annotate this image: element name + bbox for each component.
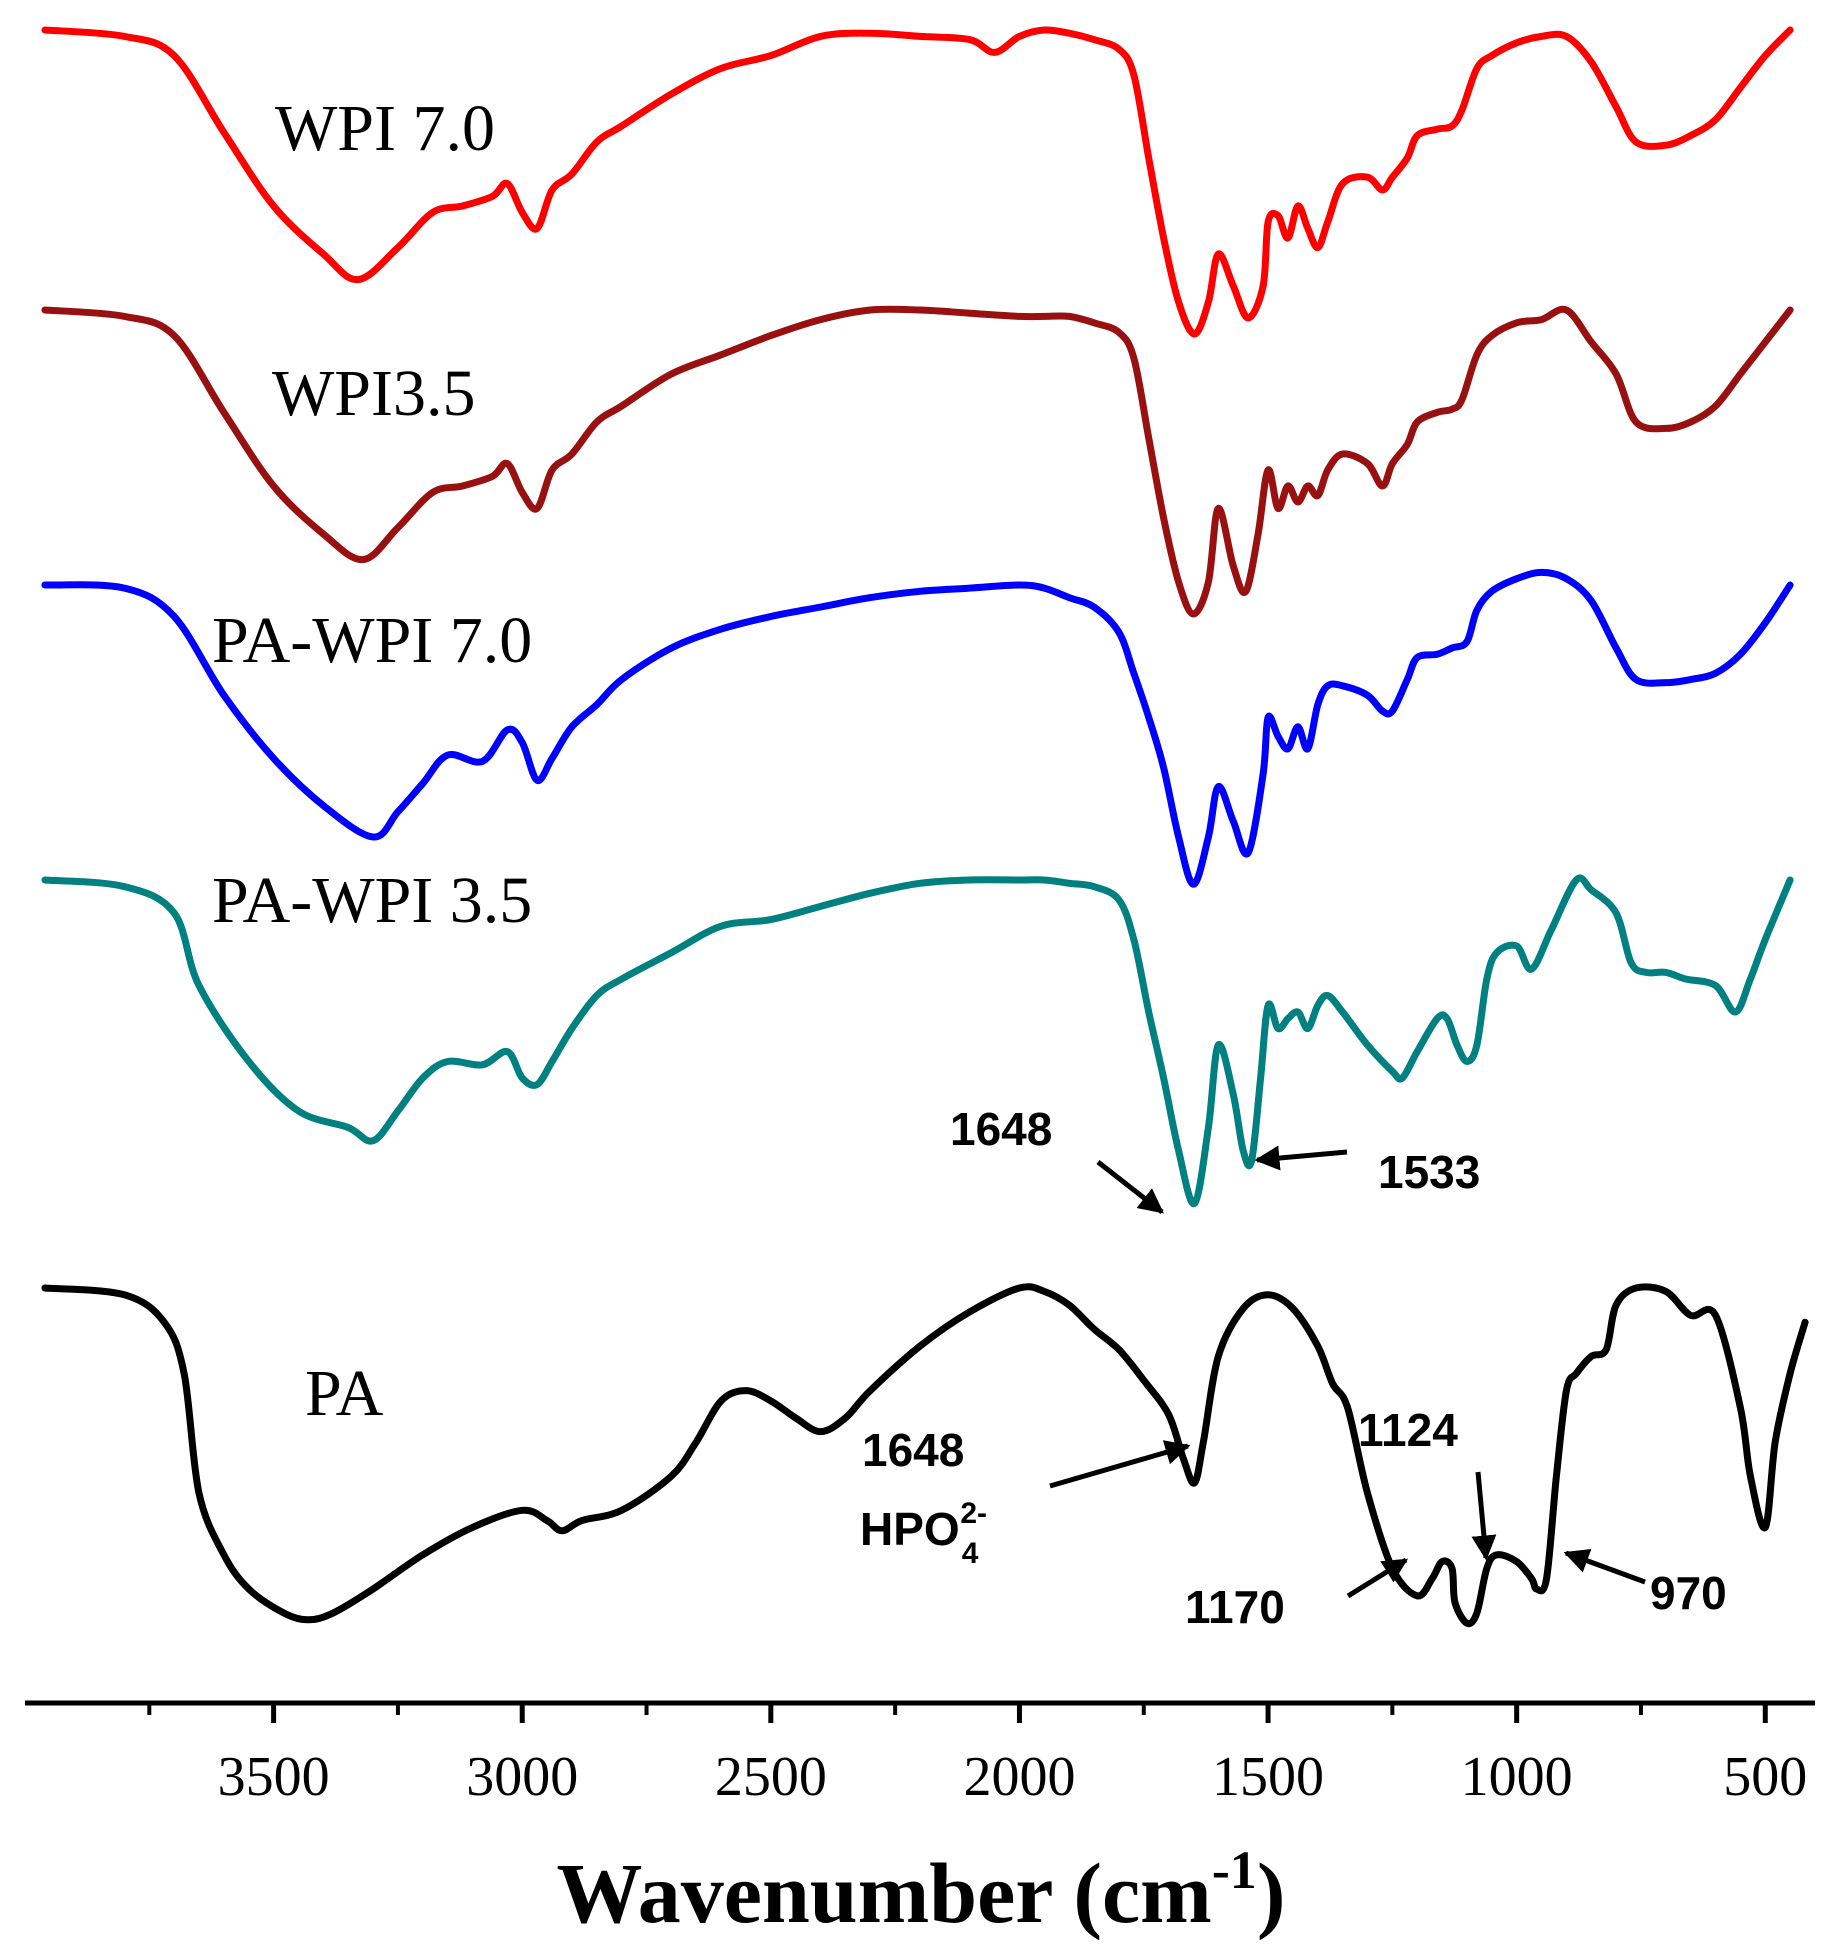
x-tick-label: 3000 <box>466 1746 578 1808</box>
annotation-pa-wpi-3-5-1648-arrow <box>1096 1160 1164 1214</box>
series-label-wpi3-5: WPI3.5 <box>272 357 475 430</box>
x-axis-label: Wavenumber (cm-1) <box>557 1840 1286 1941</box>
annotation-pa-1124-label: 1124 <box>1358 1404 1458 1456</box>
annotation-pa-wpi-3-5-1533-arrow <box>1254 1145 1348 1171</box>
series-label-wpi-7-0: WPI 7.0 <box>275 92 495 165</box>
annotation-pa-wpi-3-5-1533-label: 1533 <box>1378 1146 1480 1198</box>
peak-annotations: 1648 1533 1648 HPO42- 1124 1170 970 <box>860 1103 1727 1633</box>
x-tick-label: 500 <box>1723 1746 1807 1808</box>
series-label-pa-wpi-3-5: PA-WPI 3.5 <box>212 864 532 937</box>
x-axis-label-main: Wavenumber (cm <box>557 1845 1212 1941</box>
x-tick-label: 3500 <box>218 1746 330 1808</box>
series-line-pa-wpi-7-0 <box>41 568 1794 888</box>
series-line-wpi-7-0 <box>41 26 1794 338</box>
annotation-pa-970-label: 970 <box>1650 1567 1727 1619</box>
annotation-pa-wpi-3-5-1648-label: 1648 <box>950 1103 1052 1155</box>
series-label-pa-wpi-7-0: PA-WPI 7.0 <box>212 604 532 677</box>
x-axis-label-close: ) <box>1257 1845 1286 1941</box>
x-tick-label: 1500 <box>1212 1746 1324 1808</box>
annotation-pa-1170-arrow <box>1346 1557 1409 1599</box>
series-labels: WPI 7.0 WPI3.5 PA-WPI 7.0 PA-WPI 3.5 PA <box>212 92 532 1430</box>
x-axis-label-sup: -1 <box>1212 1840 1257 1900</box>
series-line-pa-wpi-3-5 <box>41 874 1794 1207</box>
x-tick-label: 2500 <box>715 1746 827 1808</box>
x-tick-label: 2000 <box>963 1746 1075 1808</box>
annotation-pa-970-arrow <box>1563 1549 1646 1585</box>
series-line-wpi3-5 <box>41 305 1794 618</box>
annotation-pa-1648-formula: HPO42- <box>860 1497 987 1570</box>
x-tick-label: 1000 <box>1461 1746 1573 1808</box>
annotation-pa-1124-arrow <box>1471 1471 1497 1561</box>
x-axis: 3500 3000 2500 2000 1500 1000 500 <box>25 1700 1815 1808</box>
spectra-traces <box>41 26 1809 1628</box>
annotation-pa-1648-arrow <box>1049 1440 1191 1489</box>
series-line-pa <box>41 1283 1809 1628</box>
annotation-pa-1648-label: 1648 <box>862 1424 964 1476</box>
series-label-pa: PA <box>305 1357 384 1430</box>
annotation-pa-1170-label: 1170 <box>1185 1581 1285 1633</box>
